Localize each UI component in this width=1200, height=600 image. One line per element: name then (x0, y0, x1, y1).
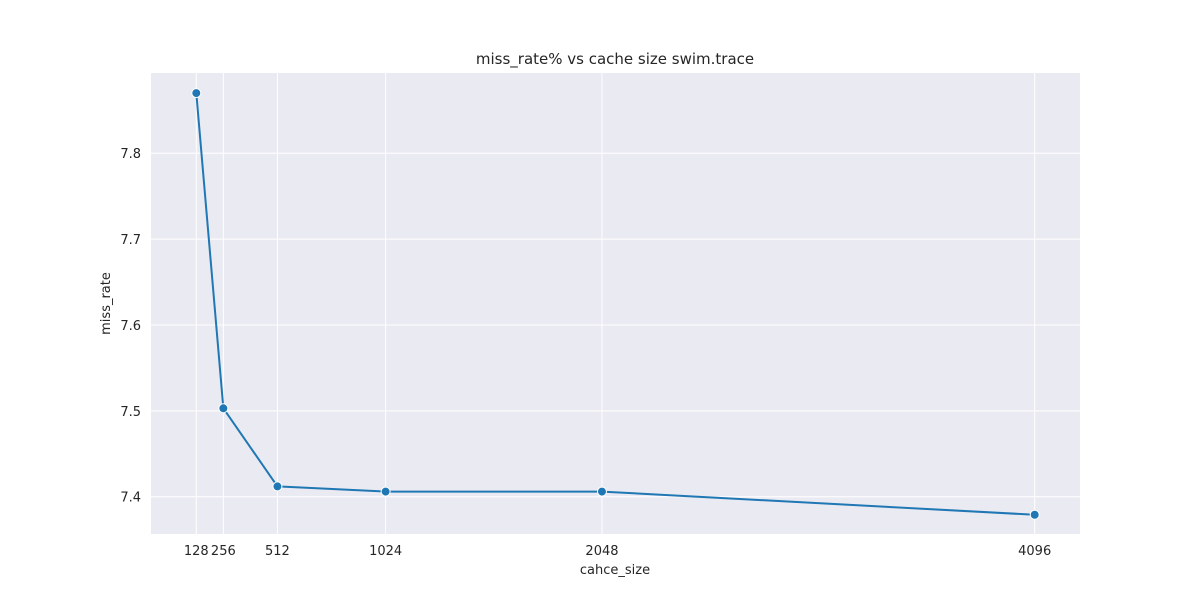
y-tick-label: 7.7 (120, 233, 141, 248)
x-axis-label: cahce_size (580, 563, 650, 578)
grid-lines (151, 73, 1080, 534)
data-point (380, 486, 391, 497)
y-tick-label: 7.4 (120, 491, 141, 506)
data-point (191, 88, 202, 99)
chart-title: miss_rate% vs cache size swim.trace (476, 50, 754, 69)
series-line (195, 92, 1036, 516)
data-point (272, 481, 283, 492)
x-tick-label: 128 (184, 544, 209, 559)
data-point (1029, 509, 1040, 520)
series-layer (191, 88, 1040, 520)
x-tick-label: 512 (265, 544, 290, 559)
y-axis-label: miss_rate (99, 272, 114, 335)
y-tick-label: 7.6 (120, 319, 141, 334)
x-tick-label: 2048 (585, 544, 618, 559)
y-tick-label: 7.8 (120, 147, 141, 162)
plot-area (151, 73, 1080, 534)
data-point (596, 486, 607, 497)
tick-labels: 128 256 512 1024 2048 4096 7.4 7.5 7.6 7.7 7.8 (120, 147, 1051, 559)
x-tick-label: 256 (211, 544, 236, 559)
data-point (218, 403, 229, 414)
x-tick-label: 4096 (1018, 544, 1051, 559)
y-tick-label: 7.5 (120, 405, 141, 420)
x-tick-label: 1024 (369, 544, 402, 559)
